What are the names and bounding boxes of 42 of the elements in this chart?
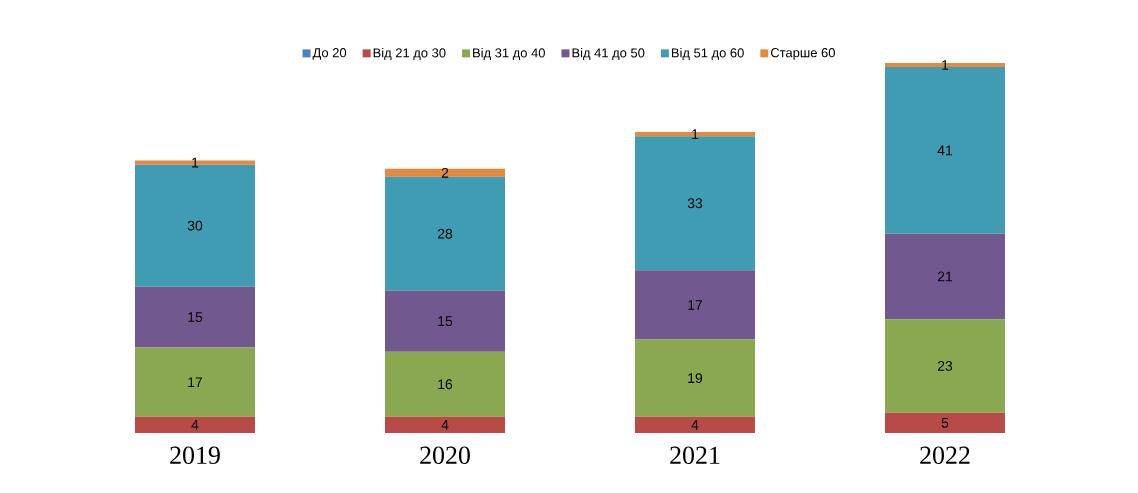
- x-tick-label: 2022: [920, 446, 970, 464]
- bar: [385, 176, 505, 291]
- data-label: 5: [941, 417, 949, 428]
- data-label: 21: [937, 271, 953, 282]
- legend-label: Від 21 до 30: [373, 47, 446, 60]
- bar: [385, 351, 505, 417]
- legend-label: Від 31 до 40: [473, 47, 545, 60]
- bar: [884, 412, 1005, 433]
- bar: [385, 416, 505, 433]
- data-label: 4: [691, 420, 699, 430]
- data-label: 4: [191, 420, 199, 430]
- legend-label: До 20: [312, 48, 347, 60]
- x-tick-label: 2020: [420, 446, 470, 464]
- data-label: 15: [438, 316, 453, 327]
- bar: [884, 319, 1005, 413]
- x-tick-label: 2019: [170, 446, 220, 464]
- bar: [634, 416, 755, 433]
- bar: [634, 270, 755, 340]
- bar: [385, 168, 505, 177]
- bar: [135, 347, 255, 417]
- data-label: 41: [937, 145, 953, 156]
- bar: [634, 339, 755, 417]
- legend-label: Від 41 до 50: [572, 47, 645, 60]
- data-label: 1: [692, 129, 699, 139]
- data-label: 33: [687, 198, 703, 209]
- data-label: 2: [441, 167, 449, 178]
- data-label: 16: [438, 379, 453, 390]
- bar: [135, 286, 255, 348]
- bar: [884, 233, 1005, 320]
- data-label: 4: [441, 420, 449, 430]
- data-label: 19: [688, 373, 703, 384]
- legend-label: Старше 60: [770, 48, 835, 60]
- bar: [135, 416, 255, 433]
- data-label: 15: [188, 312, 203, 322]
- data-label: 30: [187, 220, 203, 231]
- data-label: 17: [688, 300, 703, 310]
- data-label: 23: [937, 360, 953, 371]
- bar: [385, 290, 505, 352]
- data-label: 28: [437, 228, 453, 239]
- x-tick-label: 2021: [670, 446, 720, 464]
- legend-label: Від 51 до 60: [671, 47, 744, 60]
- data-label: 17: [188, 377, 203, 387]
